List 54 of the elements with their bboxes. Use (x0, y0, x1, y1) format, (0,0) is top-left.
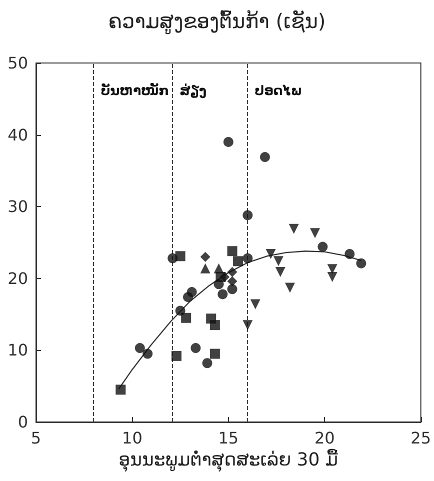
point (284, 282, 295, 293)
point (227, 266, 238, 277)
point (242, 253, 253, 264)
point (186, 287, 197, 298)
point (214, 263, 224, 274)
point (227, 246, 238, 256)
point (356, 258, 366, 268)
x-tick-label: 20 (314, 428, 335, 448)
point (175, 251, 186, 262)
point (190, 343, 201, 354)
point (171, 350, 182, 361)
point (134, 343, 145, 354)
y-tick-label: 40 (8, 125, 28, 144)
point (227, 284, 238, 294)
x-tick-label: 15 (218, 428, 239, 448)
ref-line-label: ສ່ຽງ (180, 84, 206, 99)
point (275, 266, 286, 277)
point (310, 228, 320, 238)
point (210, 320, 220, 330)
y-tick-label: 20 (8, 268, 28, 288)
x-tick-label: 25 (410, 428, 431, 448)
point (318, 242, 328, 252)
point (273, 256, 284, 266)
point (260, 152, 270, 162)
point (242, 320, 253, 330)
point (227, 276, 238, 286)
point (327, 264, 338, 274)
point (200, 252, 210, 262)
x-tick-label: 10 (122, 428, 142, 448)
point (223, 136, 234, 147)
point (242, 210, 253, 220)
point (218, 289, 228, 300)
point (116, 384, 126, 395)
point (250, 299, 260, 310)
point (266, 248, 276, 259)
point (327, 272, 338, 282)
y-tick-label: 50 (8, 54, 28, 72)
point (181, 312, 192, 323)
point (344, 248, 355, 259)
point (202, 358, 212, 368)
x-axis-title: ອຸນນະພູມຕ່ຳສຸດສະເລ່ຍ 30 ມື້ (118, 448, 338, 472)
point (220, 272, 230, 282)
x-tick-label: 5 (30, 428, 42, 448)
point (200, 263, 210, 274)
point (233, 256, 244, 266)
point (288, 224, 299, 234)
ref-line-label: ບັນຫາໜັກ (100, 82, 170, 99)
ref-line-label: ປອດໄພ (254, 84, 302, 99)
y-tick-label: 0 (18, 412, 28, 432)
point (210, 348, 220, 359)
y-tick-label: 10 (8, 340, 28, 360)
chart-title: ຄວາມສູງຂອງຕົ້ນກ້າ (ເຊັນ) (108, 9, 326, 35)
y-tick-label: 30 (8, 197, 28, 216)
point (142, 348, 153, 359)
